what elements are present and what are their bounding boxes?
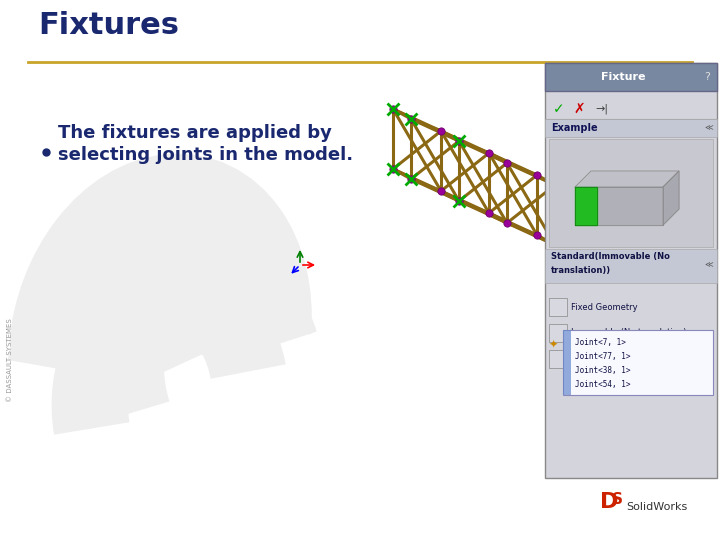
Point (531, 231, 543, 239)
Text: Standard(Immovable (No: Standard(Immovable (No (551, 253, 670, 261)
Text: Joint<54, 1>: Joint<54, 1> (575, 381, 631, 389)
Text: S: S (612, 492, 623, 507)
Point (387, 105, 399, 113)
Point (435, 127, 446, 136)
Text: Fixture: Fixture (600, 72, 645, 82)
FancyBboxPatch shape (545, 249, 717, 283)
Text: Fixed Geometry: Fixed Geometry (571, 302, 638, 312)
Point (454, 137, 465, 145)
Point (483, 148, 495, 157)
Point (501, 159, 513, 167)
Text: translation)): translation)) (551, 267, 611, 275)
Polygon shape (575, 187, 663, 225)
Point (531, 171, 543, 179)
Text: ≪: ≪ (705, 124, 714, 132)
Point (405, 114, 417, 123)
Point (405, 174, 417, 183)
FancyBboxPatch shape (549, 324, 567, 342)
FancyBboxPatch shape (563, 330, 571, 395)
Text: Example: Example (551, 123, 598, 133)
FancyBboxPatch shape (549, 139, 713, 247)
Text: Joint<77, 1>: Joint<77, 1> (575, 353, 631, 361)
Text: ✦: ✦ (549, 340, 559, 350)
Text: The fixtures are applied by: The fixtures are applied by (58, 124, 332, 142)
Point (549, 241, 561, 249)
Text: →|: →| (595, 104, 608, 114)
Text: selecting joints in the model.: selecting joints in the model. (58, 146, 353, 164)
Polygon shape (575, 187, 597, 225)
Text: Joint<38, 1>: Joint<38, 1> (575, 367, 631, 375)
Text: Use Reference Geometry: Use Reference Geometry (571, 354, 677, 363)
Text: ✓: ✓ (553, 102, 564, 116)
FancyBboxPatch shape (563, 330, 713, 395)
Point (549, 181, 561, 190)
Text: © DASSAULT SYSTEMES: © DASSAULT SYSTEMES (7, 318, 13, 402)
Text: Immovable (No translation): Immovable (No translation) (571, 328, 686, 338)
Text: ?: ? (704, 72, 710, 82)
FancyBboxPatch shape (545, 63, 717, 91)
Point (501, 219, 513, 227)
FancyBboxPatch shape (549, 298, 567, 316)
Text: D: D (600, 492, 618, 512)
Text: ≪: ≪ (705, 260, 714, 269)
Polygon shape (663, 171, 679, 225)
Text: Fixtures: Fixtures (38, 11, 179, 40)
Point (454, 197, 465, 205)
Point (387, 165, 399, 173)
Polygon shape (575, 171, 679, 187)
FancyBboxPatch shape (549, 350, 567, 368)
FancyBboxPatch shape (545, 119, 717, 137)
FancyBboxPatch shape (545, 63, 717, 478)
Point (483, 208, 495, 217)
Text: SolidWorks: SolidWorks (626, 502, 688, 512)
Text: Joint<7, 1>: Joint<7, 1> (575, 339, 626, 348)
Text: ✗: ✗ (573, 102, 585, 116)
Point (435, 187, 446, 195)
